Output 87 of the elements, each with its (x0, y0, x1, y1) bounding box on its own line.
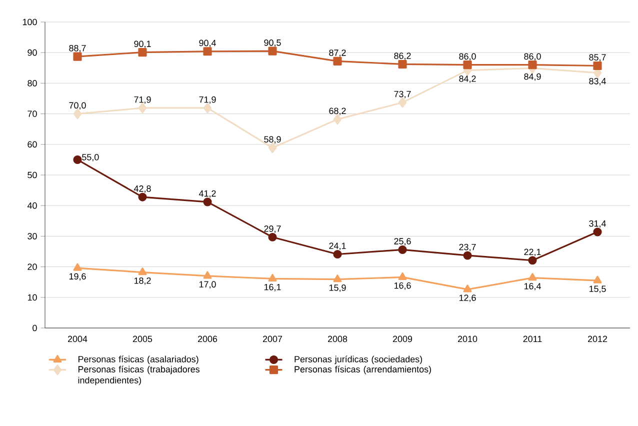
x-tick-label: 2004 (68, 336, 88, 342)
point (138, 48, 147, 57)
data-label: 71,9 (134, 96, 151, 104)
data-label: 16,6 (394, 282, 411, 290)
data-label: 83,4 (589, 78, 606, 86)
point (463, 60, 472, 70)
point (138, 192, 147, 202)
point (398, 272, 407, 280)
y-tick-label: 50 (28, 172, 37, 178)
point (203, 47, 212, 56)
data-label: 41,2 (198, 190, 216, 198)
point (593, 61, 602, 70)
data-label: 29,7 (264, 226, 281, 233)
data-label: 16,1 (264, 284, 281, 292)
point (593, 276, 602, 284)
data-label: 90,5 (264, 39, 281, 47)
x-tick-label: 2006 (198, 336, 218, 342)
data-label: 88,7 (69, 44, 86, 52)
point (73, 52, 82, 61)
point (398, 245, 407, 254)
data-label: 15,5 (589, 286, 606, 294)
data-label: 18,2 (134, 277, 151, 285)
data-label: 84,9 (524, 73, 541, 81)
point (268, 232, 277, 242)
x-tick-label: 2011 (523, 336, 542, 342)
y-tick-label: 100 (22, 18, 37, 26)
data-label: 24,1 (329, 242, 346, 250)
x-tick-label: 2005 (132, 336, 152, 342)
data-label: 23,7 (459, 244, 476, 252)
y-tick-label: 10 (28, 294, 37, 301)
data-label: 12,6 (459, 294, 476, 302)
y-tick-label: 20 (28, 264, 37, 270)
point (203, 198, 212, 206)
y-tick-label: 90 (28, 49, 37, 56)
legend-label: Personas físicas (arrendamientos) (294, 366, 431, 374)
data-label: 90,4 (199, 40, 216, 48)
y-tick-label: 40 (27, 202, 37, 209)
data-label: 68,2 (329, 108, 346, 116)
y-tick-label: 60 (28, 141, 37, 148)
y-tick-label: 30 (28, 233, 37, 240)
point (73, 155, 82, 164)
data-label: 70,0 (69, 102, 86, 110)
x-tick-label: 2012 (588, 336, 608, 342)
point (528, 273, 537, 281)
data-label: 84,2 (459, 76, 476, 83)
data-label: 73,7 (394, 90, 411, 98)
data-label: 17,0 (199, 281, 216, 289)
data-label: 25,6 (394, 238, 411, 246)
point (268, 274, 277, 282)
data-label: 85,7 (589, 54, 606, 62)
point (138, 268, 147, 276)
point (528, 256, 537, 265)
x-tick-label: 2009 (392, 336, 412, 342)
x-tick-label: 2007 (262, 336, 282, 342)
point (333, 250, 342, 259)
point (463, 251, 472, 260)
data-label: 71,9 (199, 96, 216, 104)
point (593, 228, 602, 236)
y-tick-label: 70 (28, 110, 37, 117)
data-label: 58,9 (264, 136, 281, 144)
legend-label: Personas físicas (asalariados) (78, 356, 198, 364)
data-label: 31,4 (589, 220, 606, 228)
data-label: 86,0 (459, 53, 476, 61)
legend-label: Personas jurídicas (sociedades) (294, 356, 422, 364)
data-label: 15,9 (329, 284, 346, 292)
data-label: 19,6 (69, 273, 86, 281)
y-tick-label: 80 (28, 80, 37, 86)
point (333, 274, 342, 282)
data-label: 87,2 (329, 50, 346, 57)
data-label: 42,8 (134, 185, 151, 193)
legend-label: Personas físicas (trabajadores independientes) (78, 366, 200, 386)
point (73, 263, 82, 271)
point (398, 60, 407, 69)
point (333, 56, 342, 66)
x-tick-label: 2010 (458, 336, 478, 342)
data-label: 90,1 (134, 40, 151, 48)
point (463, 284, 472, 292)
point (268, 46, 277, 56)
y-tick-label: 0 (32, 324, 37, 332)
x-tick-label: 2008 (328, 336, 348, 342)
data-label: 16,4 (524, 282, 541, 290)
data-label: 55,0 (82, 154, 99, 162)
point (203, 271, 212, 279)
data-label: 86,0 (524, 53, 541, 61)
data-label: 22,1 (524, 248, 541, 256)
data-label: 86,2 (394, 52, 411, 60)
point (528, 60, 537, 70)
